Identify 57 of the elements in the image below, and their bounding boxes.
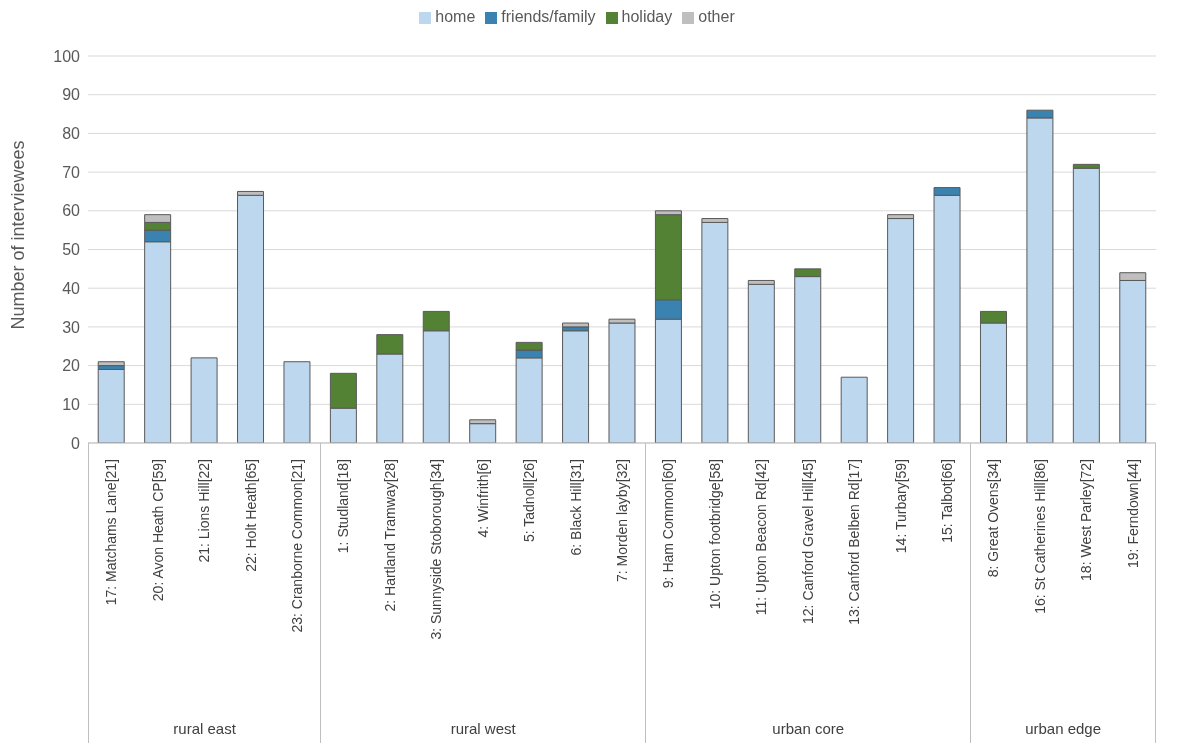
y-tick-label: 20	[62, 357, 81, 375]
x-tick-label: 15: Talbot[66]	[939, 459, 956, 543]
x-tick-label: 18: West Parley[72]	[1078, 459, 1095, 581]
text: urban edge	[1024, 720, 1103, 737]
bar	[887, 218, 915, 443]
bar	[97, 368, 125, 443]
y-tick-label: 100	[53, 47, 81, 65]
x-tick-label: 9: Ham Common[60]	[660, 459, 677, 589]
y-tick-label: 10	[62, 395, 81, 413]
y-axis-title: Number of interviewees	[8, 140, 29, 330]
legend-label: other	[698, 8, 735, 25]
x-tick-label: 5: Tadnoll[26]	[521, 459, 538, 543]
bar	[190, 357, 218, 443]
y-tick-label: 80	[62, 125, 81, 143]
x-tick-label: 10: Upton footbridge[58]	[706, 459, 723, 610]
x-tick-label: 7: Morden layby[32]	[614, 459, 630, 582]
x-tick-label: 2: Hartland Tramway[28]	[381, 459, 398, 612]
x-tick-label: 23: Cranborne Common[21]	[288, 459, 305, 633]
bar	[608, 322, 636, 443]
y-tick-label: 50	[62, 241, 81, 259]
x-tick-label: 21: Lions Hill[22]	[196, 459, 213, 563]
text: rural west	[449, 720, 517, 737]
bar	[747, 283, 775, 443]
bar	[562, 330, 590, 443]
y-tick-label: 90	[62, 86, 81, 104]
x-tick-label: 8: Great Ovens[34]	[985, 459, 1002, 578]
y-tick-label: 30	[62, 318, 81, 336]
y-tick-label: 70	[62, 163, 81, 181]
bar	[701, 221, 729, 443]
legend-label: holiday	[621, 8, 673, 25]
x-tick-label: 3: Sunnyside Stoborough[34]	[428, 459, 445, 640]
bar	[469, 423, 497, 443]
x-tick-label: 20: Avon Heath CP[59]	[149, 459, 166, 602]
x-tick-label: 16: St Catherines Hill[86]	[1031, 459, 1048, 614]
legend-label: friends/family	[501, 8, 596, 25]
x-tick-label: 12: Canford Gravel Hill[45]	[799, 459, 816, 624]
text: urban core	[771, 720, 846, 737]
x-tick-label: 1: Studland[18]	[335, 459, 352, 554]
y-tick-label: 0	[71, 434, 81, 452]
x-tick-label: 14: Turbary[59]	[892, 459, 909, 554]
bar	[840, 376, 868, 443]
x-tick-label: 17: Matchams Lane[21]	[103, 459, 120, 606]
x-tick-label: 22: Holt Heath[65]	[242, 459, 259, 572]
y-tick-label: 40	[62, 279, 81, 297]
legend-label: home	[435, 8, 476, 25]
text: rural east	[172, 720, 237, 737]
x-tick-label: 13: Canford Belben Rd[17]	[846, 459, 863, 625]
x-tick-label: 11: Upton Beacon Rd[42]	[753, 459, 770, 616]
bar	[283, 361, 311, 443]
y-tick-label: 60	[62, 202, 81, 220]
bar	[562, 322, 590, 328]
x-tick-label: 6: Black Hill[31]	[567, 459, 584, 556]
x-tick-label: 4: Winfrith[6]	[474, 459, 491, 538]
bar	[237, 194, 265, 443]
x-tick-label: 19: Ferndown[44]	[1124, 459, 1141, 568]
bar	[1072, 167, 1100, 443]
bar	[97, 361, 125, 367]
